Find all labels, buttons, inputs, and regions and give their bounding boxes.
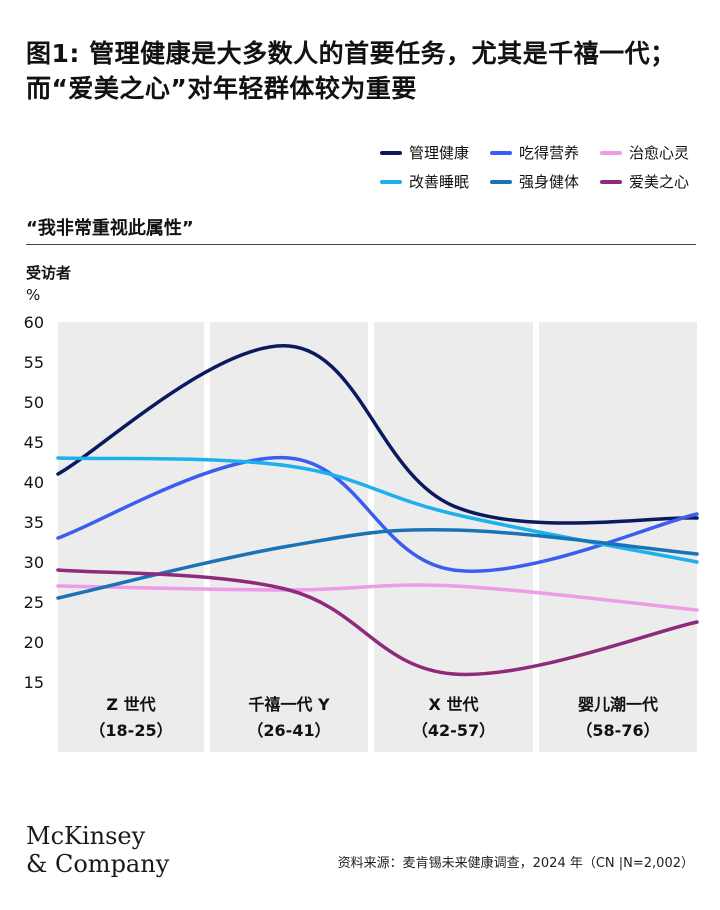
logo-line-1: McKinsey (26, 822, 146, 850)
y-tick-label: 40 (24, 473, 44, 492)
legend-swatch (600, 150, 622, 155)
legend-label: 管理健康 (409, 144, 470, 162)
legend-label: 吃得营养 (519, 144, 580, 162)
series-line-0 (56, 344, 699, 525)
line-chart: 15 20 25 30 35 40 45 50 55 60 Z 世代 （18-25） 千禧一代 Y （2… (24, 313, 699, 752)
divider (26, 244, 696, 245)
mckinsey-logo: McKinsey & Company (26, 822, 169, 878)
y-tick-label: 25 (24, 593, 44, 612)
legend-item-nutrition: 吃得营养 (490, 142, 600, 163)
series-line-1 (56, 456, 699, 573)
x-tick-range: （58-76） (576, 721, 659, 740)
legend-swatch (490, 179, 512, 184)
x-axis-labels: Z 世代 （18-25） 千禧一代 Y （26-41） X 世代 （42-57） 婴儿潮一代… (89, 695, 659, 740)
x-tick-label: 婴儿潮一代 (578, 695, 658, 714)
x-tick-label: Z 世代 (106, 695, 155, 714)
legend-item-beauty: 爱美之心 (600, 171, 700, 192)
chart-title: 图1: 管理健康是大多数人的首要任务，尤其是千禧一代；而“爱美之心”对年轻群体较… (26, 39, 676, 103)
series-line-2 (56, 583, 699, 612)
x-tick-range: （26-41） (247, 721, 330, 740)
y-tick-label: 60 (24, 313, 44, 332)
legend-item-manage-health: 管理健康 (380, 142, 490, 163)
category-band-2 (374, 322, 533, 752)
legend-item-mind: 治愈心灵 (600, 142, 700, 163)
legend-label: 爱美之心 (629, 173, 690, 191)
series-lines (56, 344, 699, 677)
category-band-0 (58, 322, 204, 752)
y-tick-label: 50 (24, 393, 44, 412)
logo-line-2: & Company (26, 850, 170, 878)
x-tick-label: 千禧一代 Y (248, 695, 330, 714)
y-tick-label: 15 (24, 673, 44, 692)
legend-swatch (380, 179, 402, 184)
y-unit-label: 受访者 (26, 264, 72, 282)
x-tick-range: （42-57） (412, 721, 495, 740)
legend-swatch (600, 179, 622, 184)
chart-subtitle: “我非常重视此属性” (26, 218, 194, 239)
x-tick-range: （18-25） (89, 721, 172, 740)
y-tick-label: 45 (24, 433, 44, 452)
category-bands (58, 322, 697, 752)
legend-label: 强身健体 (519, 173, 580, 191)
y-tick-label: 35 (24, 513, 44, 532)
y-tick-label: 20 (24, 633, 44, 652)
y-axis: 15 20 25 30 35 40 45 50 55 60 (24, 313, 44, 692)
legend-label: 治愈心灵 (629, 144, 690, 162)
legend-swatch (380, 150, 402, 155)
legend-label: 改善睡眠 (409, 173, 470, 191)
y-tick-label: 55 (24, 353, 44, 372)
x-tick-label: X 世代 (429, 695, 479, 714)
legend-item-fitness: 强身健体 (490, 171, 600, 192)
series-line-5 (56, 568, 699, 677)
legend-item-sleep: 改善睡眠 (380, 171, 490, 192)
y-tick-label: 30 (24, 553, 44, 572)
y-unit-percent: % (26, 286, 41, 304)
source-note: 资料来源：麦肯锡未来健康调查，2024 年（CN |N=2,002） (337, 856, 694, 871)
chart-legend: 管理健康 吃得营养 治愈心灵 改善睡眠 强身健体 爱美之心 (380, 142, 700, 192)
legend-swatch (490, 150, 512, 155)
